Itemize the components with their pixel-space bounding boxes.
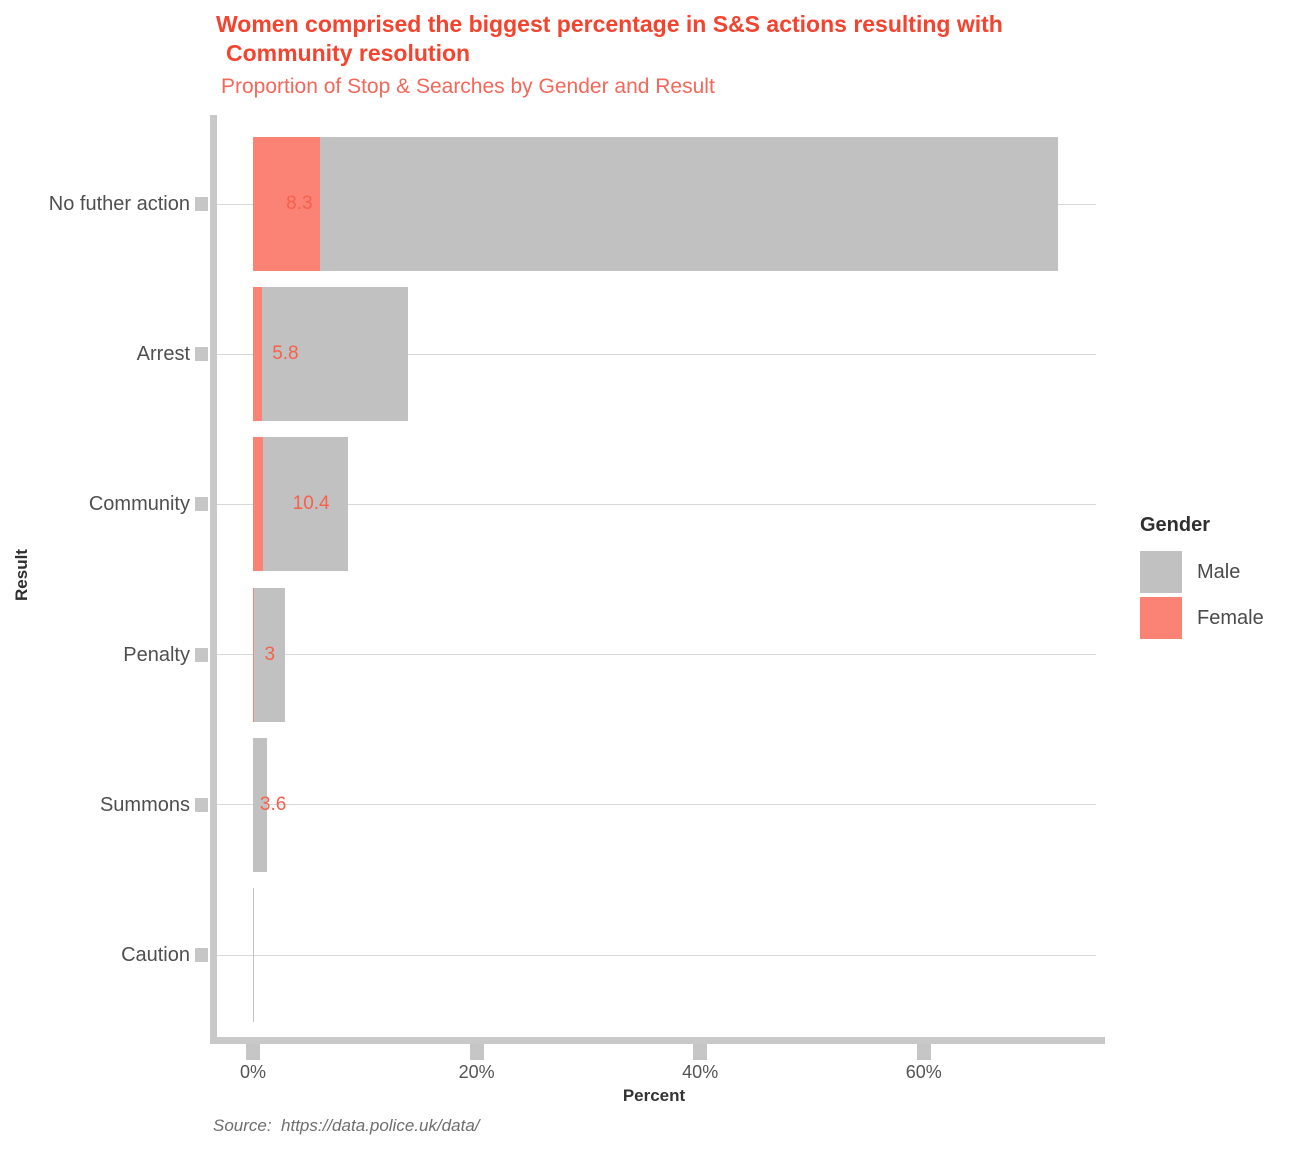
male-swatch (1140, 551, 1182, 593)
y-tick (195, 647, 208, 662)
x-tick (246, 1044, 260, 1060)
bar-female-segment (253, 437, 264, 572)
y-tick (195, 347, 208, 362)
bar-male-segment (263, 437, 348, 572)
gridline (216, 954, 1096, 956)
legend-item-female: Female (1140, 597, 1296, 639)
bar-female-segment (253, 287, 262, 422)
bar-value-label: 8.3 (286, 193, 313, 214)
bar-value-label: 3 (264, 643, 276, 665)
bar-male-segment (254, 587, 286, 722)
category-label: Community (88, 493, 190, 516)
y-tick (195, 797, 208, 812)
x-tick (693, 1044, 708, 1060)
gridline (216, 804, 1096, 806)
bar-male-segment (261, 287, 409, 422)
legend: Gender Male Female (1140, 514, 1296, 643)
bar-value-label: 10.4 (292, 493, 330, 515)
source-caption: Source: https://data.police.uk/data/ (213, 1116, 480, 1135)
gridline (216, 353, 1096, 355)
y-tick (195, 497, 208, 512)
y-axis-title: Result (12, 549, 31, 601)
legend-item-male: Male (1140, 551, 1296, 593)
category-label: Summons (99, 793, 190, 816)
y-tick (195, 948, 208, 962)
bar-female-segment (253, 587, 255, 722)
category-label: Arrest (136, 343, 190, 366)
x-tick (469, 1044, 484, 1060)
bar-female-segment (253, 137, 321, 271)
x-tick-label: 0% (239, 1062, 266, 1082)
gridline (216, 503, 1096, 505)
y-axis-line (210, 115, 217, 1044)
category-label: Caution (121, 944, 190, 966)
bar-value-label: 5.8 (272, 343, 299, 365)
y-tick (195, 197, 208, 211)
x-tick-label: 40% (682, 1062, 719, 1082)
chart-title-line1: Women comprised the biggest percentage i… (216, 11, 1003, 37)
female-swatch (1140, 597, 1182, 639)
chart-title-line2: Community resolution (226, 40, 471, 66)
x-tick-label: 60% (905, 1062, 942, 1082)
bar-value-label: 3.6 (259, 793, 287, 815)
category-label: No futher action (48, 193, 190, 215)
gridline (216, 654, 1096, 656)
bar-male-segment (320, 137, 1058, 271)
x-tick-label: 20% (458, 1062, 495, 1082)
legend-title: Gender (1140, 514, 1211, 536)
category-label: Penalty (123, 643, 190, 666)
chart-title: Women comprised the biggest percentage i… (216, 10, 1216, 68)
chart-subtitle: Proportion of Stop & Searches by Gender … (221, 75, 715, 98)
x-tick (916, 1044, 931, 1060)
legend-label-male: Male (1197, 560, 1241, 583)
bar-male-segment (253, 737, 267, 872)
x-axis-line (210, 1037, 1105, 1044)
x-axis-title: Percent (622, 1086, 686, 1105)
legend-label-female: Female (1197, 606, 1264, 629)
bar-male-segment (253, 888, 254, 1022)
